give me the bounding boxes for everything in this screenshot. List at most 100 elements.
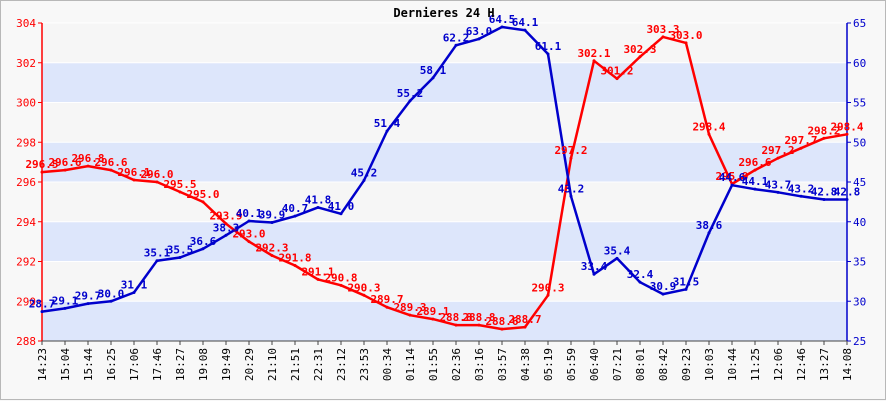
- data-label: 288.8: [462, 311, 495, 324]
- x-tick-label: 06:40: [588, 348, 601, 381]
- x-tick-label: 08:42: [657, 348, 670, 381]
- data-point: [132, 178, 136, 182]
- data-point: [569, 156, 573, 160]
- data-label: 297.7: [784, 134, 817, 147]
- data-point: [247, 240, 251, 244]
- left-tick-label: 298: [16, 136, 36, 149]
- x-tick-label: 12:46: [795, 348, 808, 381]
- data-label: 35.1: [144, 247, 171, 260]
- x-tick-label: 17:46: [151, 348, 164, 381]
- data-label: 296.6: [48, 156, 81, 169]
- data-point: [546, 52, 550, 56]
- data-point: [615, 77, 619, 81]
- data-label: 296.0: [140, 168, 173, 181]
- data-point: [431, 76, 435, 80]
- data-point: [592, 272, 596, 276]
- data-point: [684, 287, 688, 291]
- data-label: 64.1: [512, 16, 539, 29]
- data-point: [270, 221, 274, 225]
- data-label: 32.4: [627, 268, 654, 281]
- data-label: 289.7: [370, 293, 403, 306]
- data-label: 288.7: [508, 313, 541, 326]
- data-label: 39.9: [259, 209, 286, 222]
- x-tick-label: 03:57: [496, 348, 509, 381]
- data-label: 290.3: [531, 281, 564, 294]
- data-label: 63.0: [466, 25, 493, 38]
- data-point: [615, 256, 619, 260]
- data-point: [362, 293, 366, 297]
- data-label: 296.5: [25, 158, 58, 171]
- data-label: 296.1: [117, 166, 150, 179]
- right-tick-label: 65: [853, 17, 866, 30]
- axes: 288 290 292 294 296 298 300 302 304 25 30 35 40 45 50 5…: [16, 17, 866, 381]
- data-point: [776, 190, 780, 194]
- data-point: [454, 323, 458, 327]
- data-label: 297.2: [761, 144, 794, 157]
- data-label: 64.5: [489, 13, 516, 26]
- data-point: [132, 291, 136, 295]
- data-label: 31.1: [121, 279, 148, 292]
- data-point: [661, 35, 665, 39]
- data-label: 289.3: [393, 301, 426, 314]
- left-tick-label: 288: [16, 335, 36, 348]
- data-label: 62.2: [443, 31, 470, 44]
- data-label: 44.6: [719, 171, 746, 184]
- data-point: [408, 313, 412, 317]
- plot-band: [42, 62, 847, 103]
- x-tick-label: 18:27: [174, 348, 187, 381]
- right-tick-label: 40: [853, 216, 866, 229]
- data-point: [316, 277, 320, 281]
- data-point: [339, 212, 343, 216]
- data-point: [224, 222, 228, 226]
- data-label: 292.3: [255, 242, 288, 255]
- data-point: [707, 231, 711, 235]
- data-label: 41.8: [305, 193, 332, 206]
- data-point: [40, 170, 44, 174]
- data-label: 291.8: [278, 251, 311, 264]
- data-label: 30.0: [98, 287, 125, 300]
- left-tick-label: 296: [16, 176, 36, 189]
- data-point: [845, 197, 849, 201]
- data-point: [362, 178, 366, 182]
- data-point: [822, 136, 826, 140]
- left-tick-label: 302: [16, 57, 36, 70]
- data-point: [201, 247, 205, 251]
- data-point: [40, 310, 44, 314]
- data-point: [385, 305, 389, 309]
- x-tick-label: 10:03: [703, 348, 716, 381]
- data-label: 28.7: [29, 298, 56, 311]
- data-label: 40.1: [236, 207, 263, 220]
- data-label: 297.2: [554, 144, 587, 157]
- x-tick-label: 09:23: [680, 348, 693, 381]
- data-point: [638, 280, 642, 284]
- data-point: [822, 197, 826, 201]
- plot-band: [42, 102, 847, 143]
- data-label: 55.2: [397, 87, 424, 100]
- x-tick-label: 04:38: [519, 348, 532, 381]
- right-tick-label: 55: [853, 97, 866, 110]
- right-tick-label: 60: [853, 57, 866, 70]
- data-point: [293, 263, 297, 267]
- data-point: [799, 194, 803, 198]
- data-labels: 296.5296.6296.8296.6296.1296.0295.5295.0…: [25, 13, 863, 328]
- data-point: [661, 292, 665, 296]
- data-point: [753, 187, 757, 191]
- data-point: [730, 183, 734, 187]
- data-point: [569, 194, 573, 198]
- data-label: 35.5: [167, 244, 194, 257]
- data-label: 298.4: [692, 120, 725, 133]
- data-label: 293.9: [209, 210, 242, 223]
- data-label: 38.3: [213, 221, 240, 234]
- data-label: 293.0: [232, 228, 265, 241]
- data-label: 298.2: [807, 124, 840, 137]
- data-point: [500, 25, 504, 29]
- data-label: 29.1: [52, 294, 79, 307]
- data-point: [431, 317, 435, 321]
- data-label: 296.6: [94, 156, 127, 169]
- right-tick-label: 50: [853, 136, 866, 149]
- data-label: 35.4: [604, 244, 631, 257]
- x-tick-label: 12:06: [772, 348, 785, 381]
- x-tick-label: 07:21: [611, 348, 624, 381]
- x-tick-label: 01:14: [404, 348, 417, 381]
- data-point: [293, 214, 297, 218]
